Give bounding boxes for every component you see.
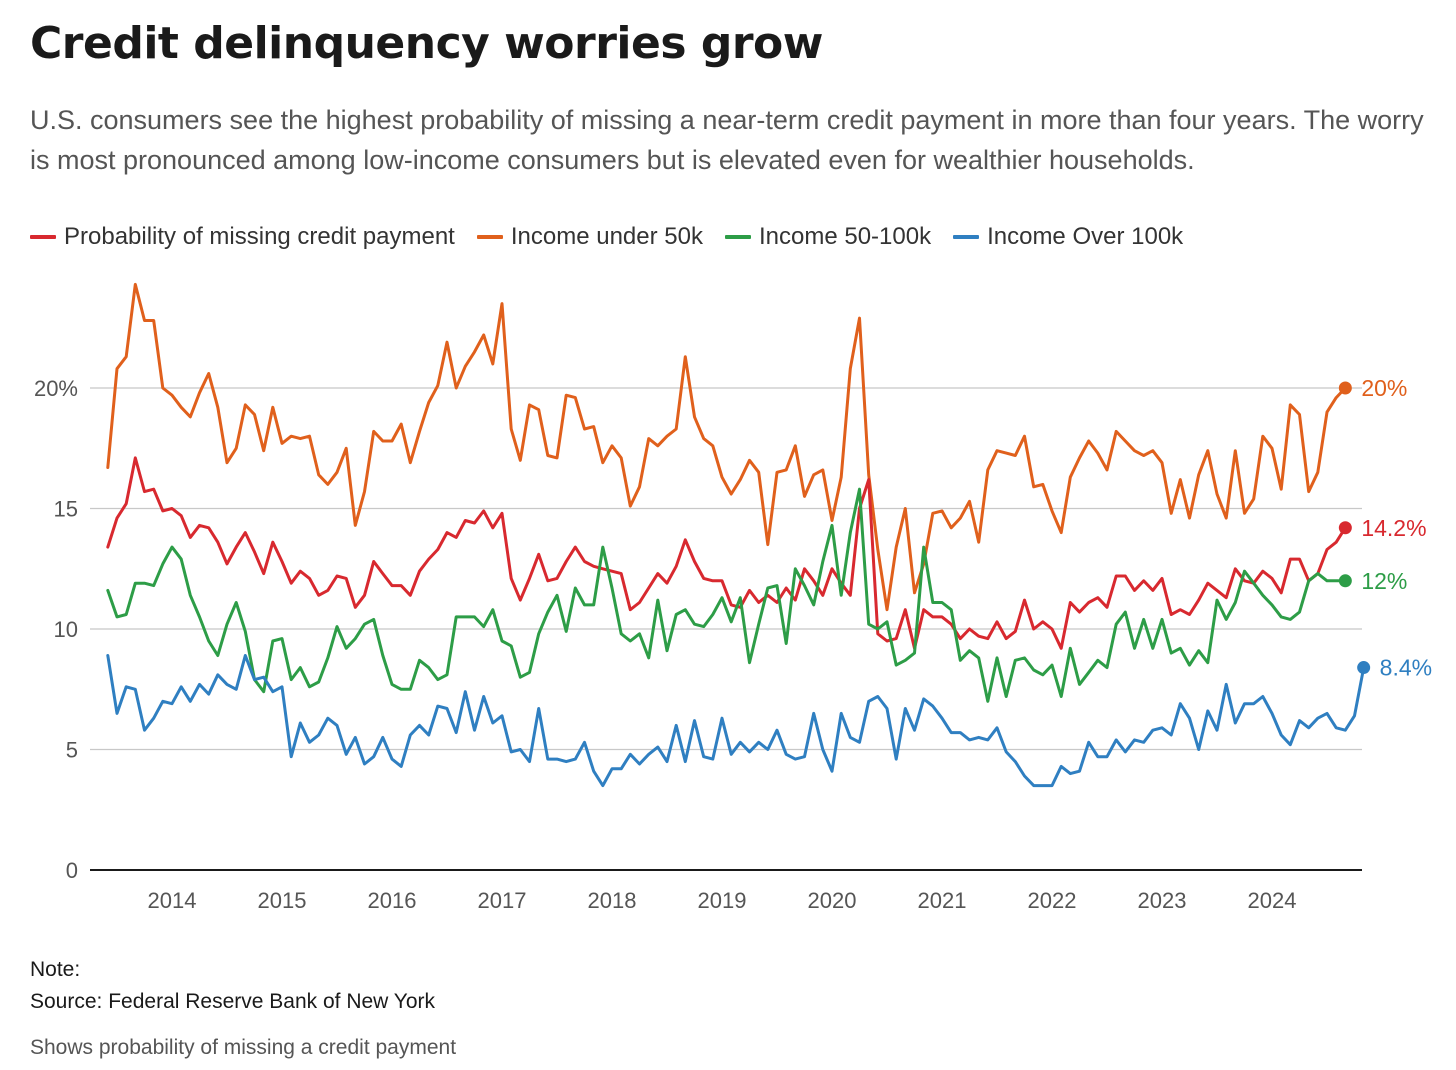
- series-end-dot-2: [1338, 574, 1352, 588]
- legend-swatch-income-50-100k: [724, 235, 751, 239]
- legend-item-income-50-100k: Income 50-100k: [724, 223, 932, 251]
- x-tick-label: 2018: [588, 888, 637, 913]
- series-line-2: [106, 487, 1347, 703]
- chart-note: Note:: [30, 958, 81, 981]
- chart-legend: Probability of missing credit payment In…: [30, 220, 1183, 254]
- legend-swatch-income-over-100k: [953, 235, 980, 239]
- y-tick-label: 10: [54, 617, 78, 642]
- x-tick-label: 2014: [148, 888, 197, 913]
- legend-label-income-under-50k: Income under 50k: [510, 223, 703, 250]
- x-tick-label: 2017: [478, 888, 527, 913]
- y-tick-label: 5: [66, 738, 78, 763]
- legend-item-income-under-50k: Income under 50k: [476, 223, 703, 251]
- x-tick-label: 2024: [1248, 888, 1297, 913]
- series-end-dot-1: [1338, 521, 1352, 535]
- x-tick-label: 2015: [258, 888, 307, 913]
- series-line-3: [106, 654, 1366, 788]
- chart-subtitle: U.S. consumers see the highest probabili…: [30, 105, 1424, 175]
- chart-source: Source: Federal Reserve Bank of New York: [30, 990, 436, 1013]
- y-tick-label: 15: [54, 497, 78, 522]
- legend-swatch-probability: [30, 235, 56, 239]
- legend-item-probability: Probability of missing credit payment: [30, 223, 455, 251]
- x-tick-label: 2023: [1138, 888, 1187, 913]
- legend-label-probability: Probability of missing credit payment: [64, 223, 455, 250]
- series-end-label-1: 14.2%: [1361, 515, 1426, 541]
- x-tick-label: 2019: [698, 888, 747, 913]
- y-tick-label: 20%: [34, 376, 78, 401]
- x-tick-label: 2021: [918, 888, 967, 913]
- legend-label-income-over-100k: Income Over 100k: [987, 223, 1184, 250]
- series-end-label-0: 20%: [1361, 375, 1407, 401]
- series-lines: [106, 282, 1366, 788]
- legend-label-income-50-100k: Income 50-100k: [758, 223, 932, 250]
- chart-footnote: Shows probability of missing a credit pa…: [30, 1036, 457, 1059]
- series-end-dot-0: [1338, 381, 1352, 395]
- series-end-dot-3: [1357, 661, 1371, 675]
- x-tick-label: 2020: [808, 888, 857, 913]
- x-tick-label: 2022: [1028, 888, 1077, 913]
- series-end-label-3: 8.4%: [1380, 655, 1432, 681]
- legend-item-income-over-100k: Income Over 100k: [953, 223, 1183, 251]
- gridlines: 0 5 10 15 20%: [34, 376, 1362, 883]
- chart-title: Credit delinquency worries grow: [30, 18, 823, 69]
- series-line-1: [106, 456, 1347, 650]
- x-axis: 2014 2015 2016 2017 2018 2019 2020 2021 2022 2023…: [148, 888, 1297, 913]
- x-tick-label: 2016: [368, 888, 417, 913]
- series-end-label-2: 12%: [1361, 568, 1407, 594]
- series-line-0: [106, 282, 1347, 612]
- end-labels: 20% 14.2% 12% 8.4%: [1338, 375, 1432, 681]
- y-tick-label: 0: [66, 858, 78, 883]
- legend-swatch-income-under-50k: [476, 235, 503, 239]
